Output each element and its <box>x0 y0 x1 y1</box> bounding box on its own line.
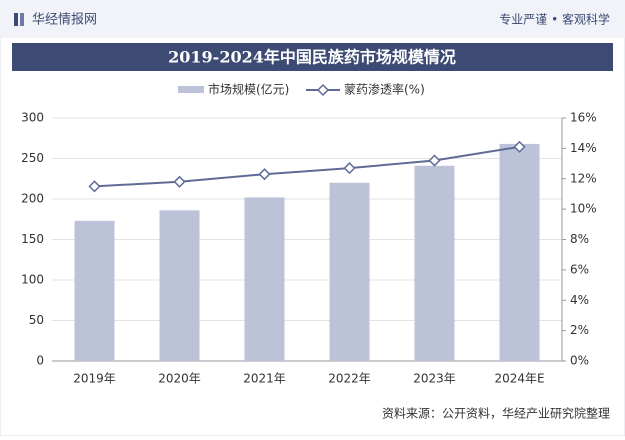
line-marker <box>343 162 356 175</box>
line-marker <box>88 180 101 193</box>
bar <box>329 182 370 361</box>
y-tick-label: 250 <box>21 151 44 165</box>
y-tick-label: 300 <box>21 111 44 125</box>
y-tick-label: 100 <box>21 273 44 287</box>
y2-tick-label: 2% <box>570 323 589 337</box>
y2-tick-label: 12% <box>570 171 597 185</box>
line-marker <box>513 140 526 153</box>
legend-label: 市场规模(亿元) <box>208 82 289 97</box>
y-tick-label: 50 <box>29 313 44 327</box>
x-tick-label: 2019年 <box>73 372 116 386</box>
y2-tick-label: 0% <box>570 354 589 368</box>
y2-tick-label: 14% <box>570 141 597 155</box>
x-tick-label: 2024年E <box>494 372 544 386</box>
y-tick-label: 200 <box>21 192 44 206</box>
y2-tick-label: 6% <box>570 262 589 276</box>
brand: 华经情报网 <box>32 13 97 28</box>
bar <box>74 220 115 361</box>
line <box>94 145 520 188</box>
legend-swatch <box>316 83 330 97</box>
x-tick-label: 2020年 <box>158 372 201 386</box>
x-tick-label: 2023年 <box>413 372 456 386</box>
logo-mark <box>20 13 24 26</box>
x-tick-label: 2021年 <box>243 372 286 386</box>
legend-label: 蒙药渗透率(%) <box>344 82 425 97</box>
y2-tick-label: 8% <box>570 232 589 246</box>
source: 资料来源：公开资料，华经产业研究院整理 <box>382 406 610 421</box>
slogan: 专业严谨 • 客观科学 <box>499 12 610 27</box>
bar <box>414 165 455 361</box>
logo-mark <box>14 13 18 26</box>
chart-title: 2019-2024年中国民族药市场规模情况 <box>168 48 456 67</box>
y2-tick-label: 16% <box>570 111 597 125</box>
y-tick-label: 150 <box>21 232 44 246</box>
line-marker <box>258 168 271 181</box>
bar <box>244 197 285 361</box>
line-marker <box>173 175 186 188</box>
y2-tick-label: 4% <box>570 293 589 307</box>
x-tick-label: 2022年 <box>328 372 371 386</box>
y-tick-label: 0 <box>36 354 44 368</box>
bar <box>499 143 540 361</box>
header-bar <box>0 0 625 38</box>
bar <box>159 210 200 361</box>
y2-tick-label: 10% <box>570 202 597 216</box>
legend-swatch <box>178 86 204 93</box>
title-banner <box>12 43 613 71</box>
line-marker <box>428 154 441 167</box>
